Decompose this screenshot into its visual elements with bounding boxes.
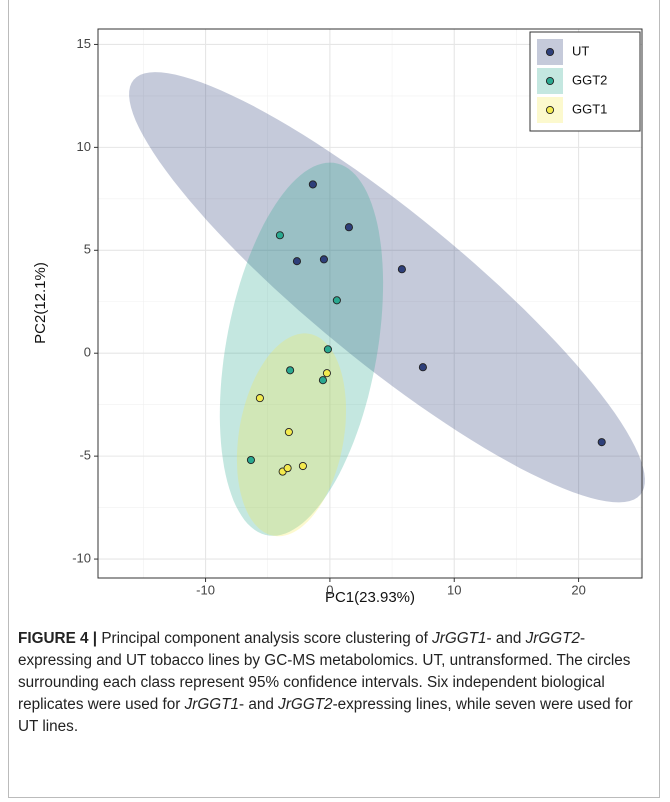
caption-segment: - and bbox=[239, 696, 279, 713]
y-tick-label: 15 bbox=[77, 36, 91, 51]
y-tick-label: -5 bbox=[79, 448, 91, 463]
x-tick-label: 0 bbox=[326, 582, 333, 597]
point bbox=[286, 366, 295, 375]
x-tick-label: -10 bbox=[196, 582, 215, 597]
point bbox=[418, 363, 427, 372]
caption-segment: - and bbox=[486, 630, 526, 647]
y-tick-label: 5 bbox=[84, 242, 91, 257]
point bbox=[308, 180, 317, 189]
legend-label: GGT2 bbox=[572, 72, 607, 87]
caption-segment: -expressing lines, while seven were used… bbox=[18, 696, 637, 735]
point bbox=[322, 369, 331, 378]
x-axis-title: PC1(23.93%) bbox=[325, 589, 415, 606]
point bbox=[318, 376, 327, 385]
point bbox=[275, 231, 284, 240]
legend-label: UT bbox=[572, 43, 589, 58]
point bbox=[319, 255, 328, 264]
point bbox=[292, 257, 301, 266]
point bbox=[344, 223, 353, 232]
x-tick-label: 20 bbox=[571, 582, 585, 597]
point bbox=[397, 265, 406, 274]
confidence-ellipse bbox=[219, 162, 384, 536]
caption: FIGURE 4 | Principal component analysis … bbox=[18, 628, 648, 738]
legend-marker bbox=[545, 105, 555, 115]
caption-segment: Principal component analysis score clust… bbox=[97, 630, 433, 647]
point bbox=[332, 296, 341, 305]
y-tick-label: 0 bbox=[84, 345, 91, 360]
caption-segment: JrGGT1 bbox=[432, 630, 487, 647]
figure: PC1(23.93%) PC2(12.1%) -10 0 10 20 -10 -5 0 5 10… bbox=[8, 0, 660, 798]
point bbox=[283, 464, 292, 473]
caption-segment: -expressing and UT tobacco lines by GC-M… bbox=[18, 630, 635, 713]
point bbox=[597, 438, 606, 447]
y-tick-label: -10 bbox=[72, 550, 91, 565]
point bbox=[284, 428, 293, 437]
legend-marker bbox=[545, 76, 555, 86]
point bbox=[246, 455, 255, 465]
caption-segment: FIGURE 4 | bbox=[18, 630, 98, 647]
caption-segment: JrGGT1 bbox=[184, 696, 240, 713]
y-axis-title: PC2(12.1%) bbox=[32, 262, 49, 344]
plot-border bbox=[97, 28, 643, 579]
chart: PC1(23.93%) PC2(12.1%) -10 0 10 20 -10 -5 0 5 10… bbox=[32, 28, 645, 606]
caption-segment: JrGGT2 bbox=[525, 630, 580, 647]
legend-marker bbox=[545, 47, 555, 57]
caption-segment: JrGGT2 bbox=[278, 696, 333, 713]
point bbox=[323, 345, 332, 354]
point bbox=[255, 394, 264, 403]
point bbox=[298, 461, 307, 471]
y-tick-label: 10 bbox=[77, 139, 91, 154]
confidence-ellipse bbox=[129, 72, 645, 503]
x-tick-label: 10 bbox=[447, 582, 461, 597]
legend-label: GGT1 bbox=[572, 101, 607, 116]
